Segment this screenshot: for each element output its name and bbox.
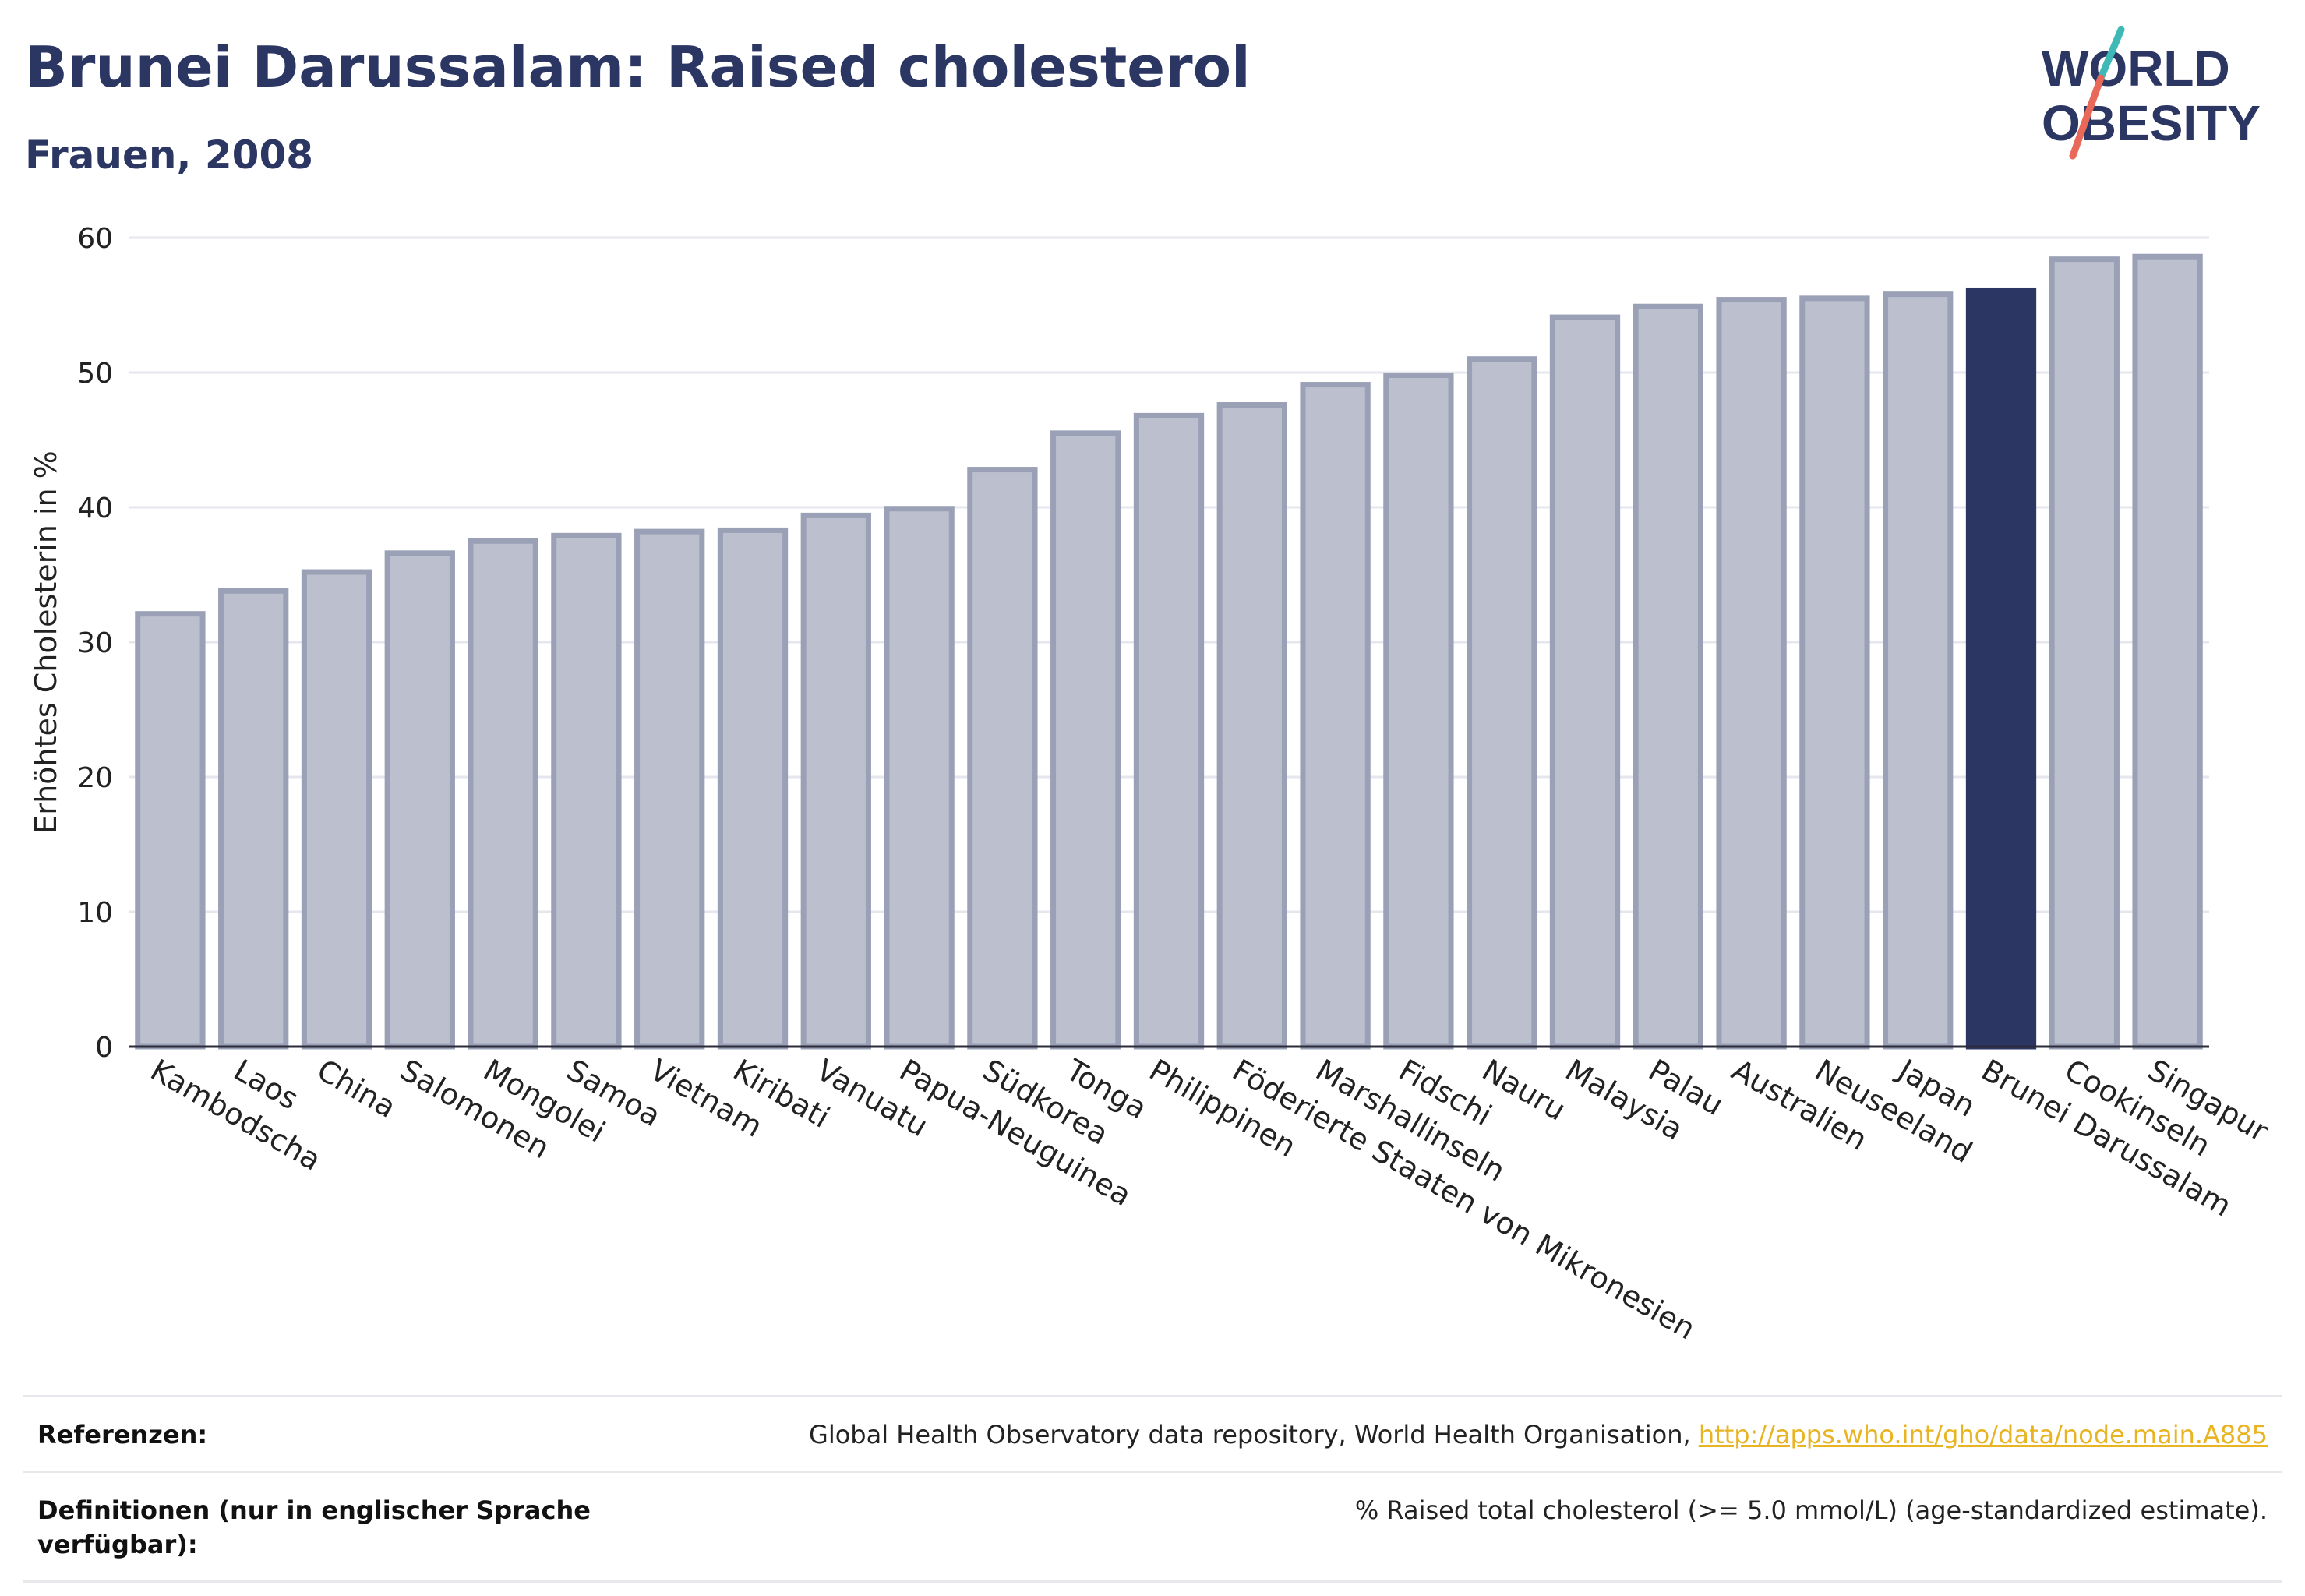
bar-japan[interactable]: [1883, 291, 1954, 1050]
bar-s-dkorea[interactable]: [967, 467, 1038, 1050]
y-tick-label: 50: [77, 358, 113, 390]
bar-kiribati[interactable]: [717, 527, 789, 1050]
references-table: Referenzen: Global Health Observatory da…: [23, 1395, 2282, 1583]
bar-f-derierte-staaten-von-mikronesien[interactable]: [1216, 402, 1287, 1050]
y-tick-label: 30: [77, 627, 113, 659]
y-axis-label: Erhöhtes Cholesterin in %: [29, 450, 63, 834]
y-tick-label: 20: [77, 762, 113, 794]
bar-malaysia[interactable]: [1549, 314, 1621, 1050]
y-tick-label: 40: [77, 493, 113, 524]
definitions-value: % Raised total cholesterol (>= 5.0 mmol/…: [1354, 1495, 2268, 1525]
references-value: Global Health Observatory data repositor…: [809, 1418, 2268, 1452]
references-link[interactable]: http://apps.who.int/gho/data/node.main.A…: [1698, 1420, 2268, 1449]
y-tick-label: 0: [95, 1032, 113, 1064]
bar-papua-neuguinea[interactable]: [884, 506, 955, 1050]
bar-samoa[interactable]: [551, 532, 622, 1050]
y-tick-label: 60: [77, 223, 113, 255]
definitions-row: Definitionen (nur in englischer Sprache …: [23, 1471, 2282, 1583]
bar-china[interactable]: [301, 569, 372, 1050]
bar-brunei-darussalam[interactable]: [1965, 287, 2037, 1050]
bar-vanuatu[interactable]: [800, 512, 871, 1050]
bar-neuseeland[interactable]: [1799, 295, 1870, 1050]
bar-singapur[interactable]: [2132, 253, 2203, 1050]
bar-fidschi[interactable]: [1383, 372, 1454, 1050]
bar-laos[interactable]: [218, 588, 289, 1050]
bar-tonga[interactable]: [1050, 430, 1121, 1050]
logo-slash-coral: [2069, 74, 2105, 160]
world-obesity-logo: WORLD OBESITY: [2042, 26, 2261, 160]
bar-vietnam[interactable]: [634, 528, 705, 1050]
bar-philippinen[interactable]: [1133, 412, 1205, 1050]
y-tick-label: 10: [77, 897, 113, 929]
references-row: Referenzen: Global Health Observatory da…: [23, 1395, 2282, 1471]
chart-title: Brunei Darussalam: Raised cholesterol: [25, 34, 1251, 100]
references-label: Referenzen:: [37, 1420, 208, 1449]
bar-salomonen[interactable]: [384, 550, 455, 1050]
bars: [135, 253, 2203, 1050]
bar-nauru[interactable]: [1467, 356, 1537, 1050]
bar-palau[interactable]: [1633, 303, 1703, 1050]
x-tick-label: China: [312, 1053, 402, 1125]
bar-australien[interactable]: [1716, 297, 1787, 1050]
chart-subtitle: Frauen, 2008: [25, 132, 314, 178]
bar-mongolei[interactable]: [468, 538, 538, 1050]
logo-line1: WORLD: [2042, 41, 2230, 97]
bar-marshallinseln[interactable]: [1300, 382, 1371, 1050]
x-tick-label: Nauru: [1477, 1053, 1572, 1128]
logo-slash-teal: [2097, 26, 2125, 82]
y-tick-labels: 0 10 20 30 40 50 60: [77, 223, 113, 1064]
bar-cookinseln[interactable]: [2049, 256, 2120, 1050]
references-text: Global Health Observatory data repositor…: [809, 1420, 1699, 1449]
bar-kambodscha[interactable]: [135, 611, 206, 1050]
definitions-label: Definitionen (nur in englischer Sprache …: [37, 1495, 591, 1559]
